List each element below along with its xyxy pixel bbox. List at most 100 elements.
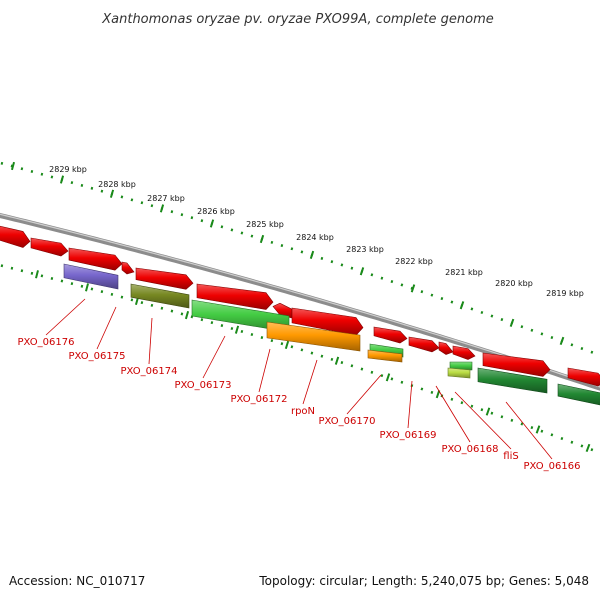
minor-tick <box>290 345 294 349</box>
minor-tick <box>350 266 354 270</box>
minor-tick <box>20 167 24 171</box>
minor-tick <box>50 175 54 179</box>
gene-feature <box>135 267 194 290</box>
gene-label: PXO_06174 <box>121 366 178 377</box>
major-tick <box>535 425 541 434</box>
minor-tick <box>10 266 14 270</box>
minor-tick <box>180 312 184 316</box>
major-tick <box>509 318 515 327</box>
major-tick <box>334 356 340 365</box>
major-tick <box>209 219 215 228</box>
gene-label: PXO_06166 <box>524 461 581 472</box>
minor-tick <box>70 282 74 286</box>
minor-tick <box>400 380 404 384</box>
gene-label: PXO_06172 <box>231 394 288 405</box>
minor-tick <box>330 260 334 264</box>
major-tick <box>459 301 465 310</box>
minor-tick <box>50 276 54 280</box>
minor-tick <box>550 335 554 340</box>
major-tick <box>559 336 565 346</box>
minor-tick <box>260 336 264 340</box>
gene-feature <box>68 247 123 271</box>
gene-label: PXO_06173 <box>175 380 232 391</box>
minor-tick <box>480 310 484 315</box>
minor-tick <box>280 342 284 346</box>
minor-tick <box>580 444 584 448</box>
minor-tick <box>30 169 34 174</box>
gene-feature <box>367 349 403 363</box>
kbp-label: 2826 kbp <box>197 207 235 216</box>
kbp-label: 2825 kbp <box>246 220 284 229</box>
minor-tick <box>530 328 534 332</box>
minor-tick <box>590 448 594 452</box>
minor-tick <box>160 306 164 310</box>
minor-tick <box>380 276 384 280</box>
minor-tick <box>170 210 174 214</box>
gene-label: PXO_06168 <box>442 444 499 455</box>
feature-layer <box>0 225 600 406</box>
gene-feature <box>447 367 471 379</box>
minor-tick <box>120 295 124 299</box>
minor-tick <box>250 234 254 238</box>
kbp-label: 2821 kbp <box>445 268 483 277</box>
minor-tick <box>80 284 84 288</box>
gene-feature <box>30 237 69 257</box>
minor-tick <box>420 290 424 294</box>
kbp-label: 2819 kbp <box>546 289 584 298</box>
minor-tick <box>320 354 324 358</box>
major-tick <box>359 267 365 276</box>
gene-feature <box>196 283 274 310</box>
gene-feature <box>0 225 31 248</box>
gene-feature <box>557 383 600 406</box>
gene-label-leader <box>45 298 86 336</box>
minor-tick <box>0 264 4 268</box>
minor-tick <box>70 181 74 185</box>
major-tick <box>59 175 65 184</box>
minor-tick <box>200 318 204 322</box>
minor-tick <box>450 300 454 304</box>
minor-tick <box>490 411 494 415</box>
minor-tick <box>400 283 404 287</box>
gene-feature <box>121 261 135 275</box>
minor-tick <box>540 332 544 336</box>
minor-tick <box>290 247 294 251</box>
label-layer: 2829 kbp 2828 kbp 2827 kbp 2826 kbp 2825 kbp… <box>18 165 584 472</box>
gene-label-leader <box>258 348 271 393</box>
gene-feature <box>408 336 440 353</box>
gene-label: rpoN <box>291 406 315 417</box>
gene-label-leader <box>302 359 318 405</box>
minor-tick <box>520 325 524 329</box>
minor-tick <box>230 326 234 331</box>
minor-tick <box>350 364 354 368</box>
kbp-label: 2827 kbp <box>147 194 185 203</box>
gene-label: PXO_06169 <box>380 430 437 441</box>
gene-label-leader <box>96 306 117 350</box>
major-tick <box>134 296 140 306</box>
minor-tick <box>150 303 154 307</box>
major-tick <box>585 443 591 453</box>
minor-tick <box>530 426 534 430</box>
gene-label-leader <box>202 335 226 379</box>
major-tick <box>309 250 315 260</box>
gene-label-leader <box>148 317 153 365</box>
kbp-label: 2824 kbp <box>296 233 334 242</box>
minor-tick <box>20 269 24 273</box>
minor-tick <box>280 244 284 248</box>
minor-tick <box>220 324 224 328</box>
minor-tick <box>230 228 234 232</box>
major-tick <box>259 234 265 244</box>
minor-tick <box>420 387 424 391</box>
minor-tick <box>200 219 204 223</box>
minor-tick <box>360 367 364 371</box>
minor-tick <box>460 401 464 405</box>
gene-label-leader <box>407 380 413 429</box>
minor-tick <box>90 186 94 190</box>
gene-feature <box>130 283 190 309</box>
gene-feature <box>63 263 119 290</box>
accession-text: Accession: NC_010717 <box>9 574 146 588</box>
minor-tick <box>590 350 594 354</box>
minor-tick <box>190 216 194 220</box>
major-tick <box>159 204 165 213</box>
outer-tick-track <box>0 161 594 354</box>
